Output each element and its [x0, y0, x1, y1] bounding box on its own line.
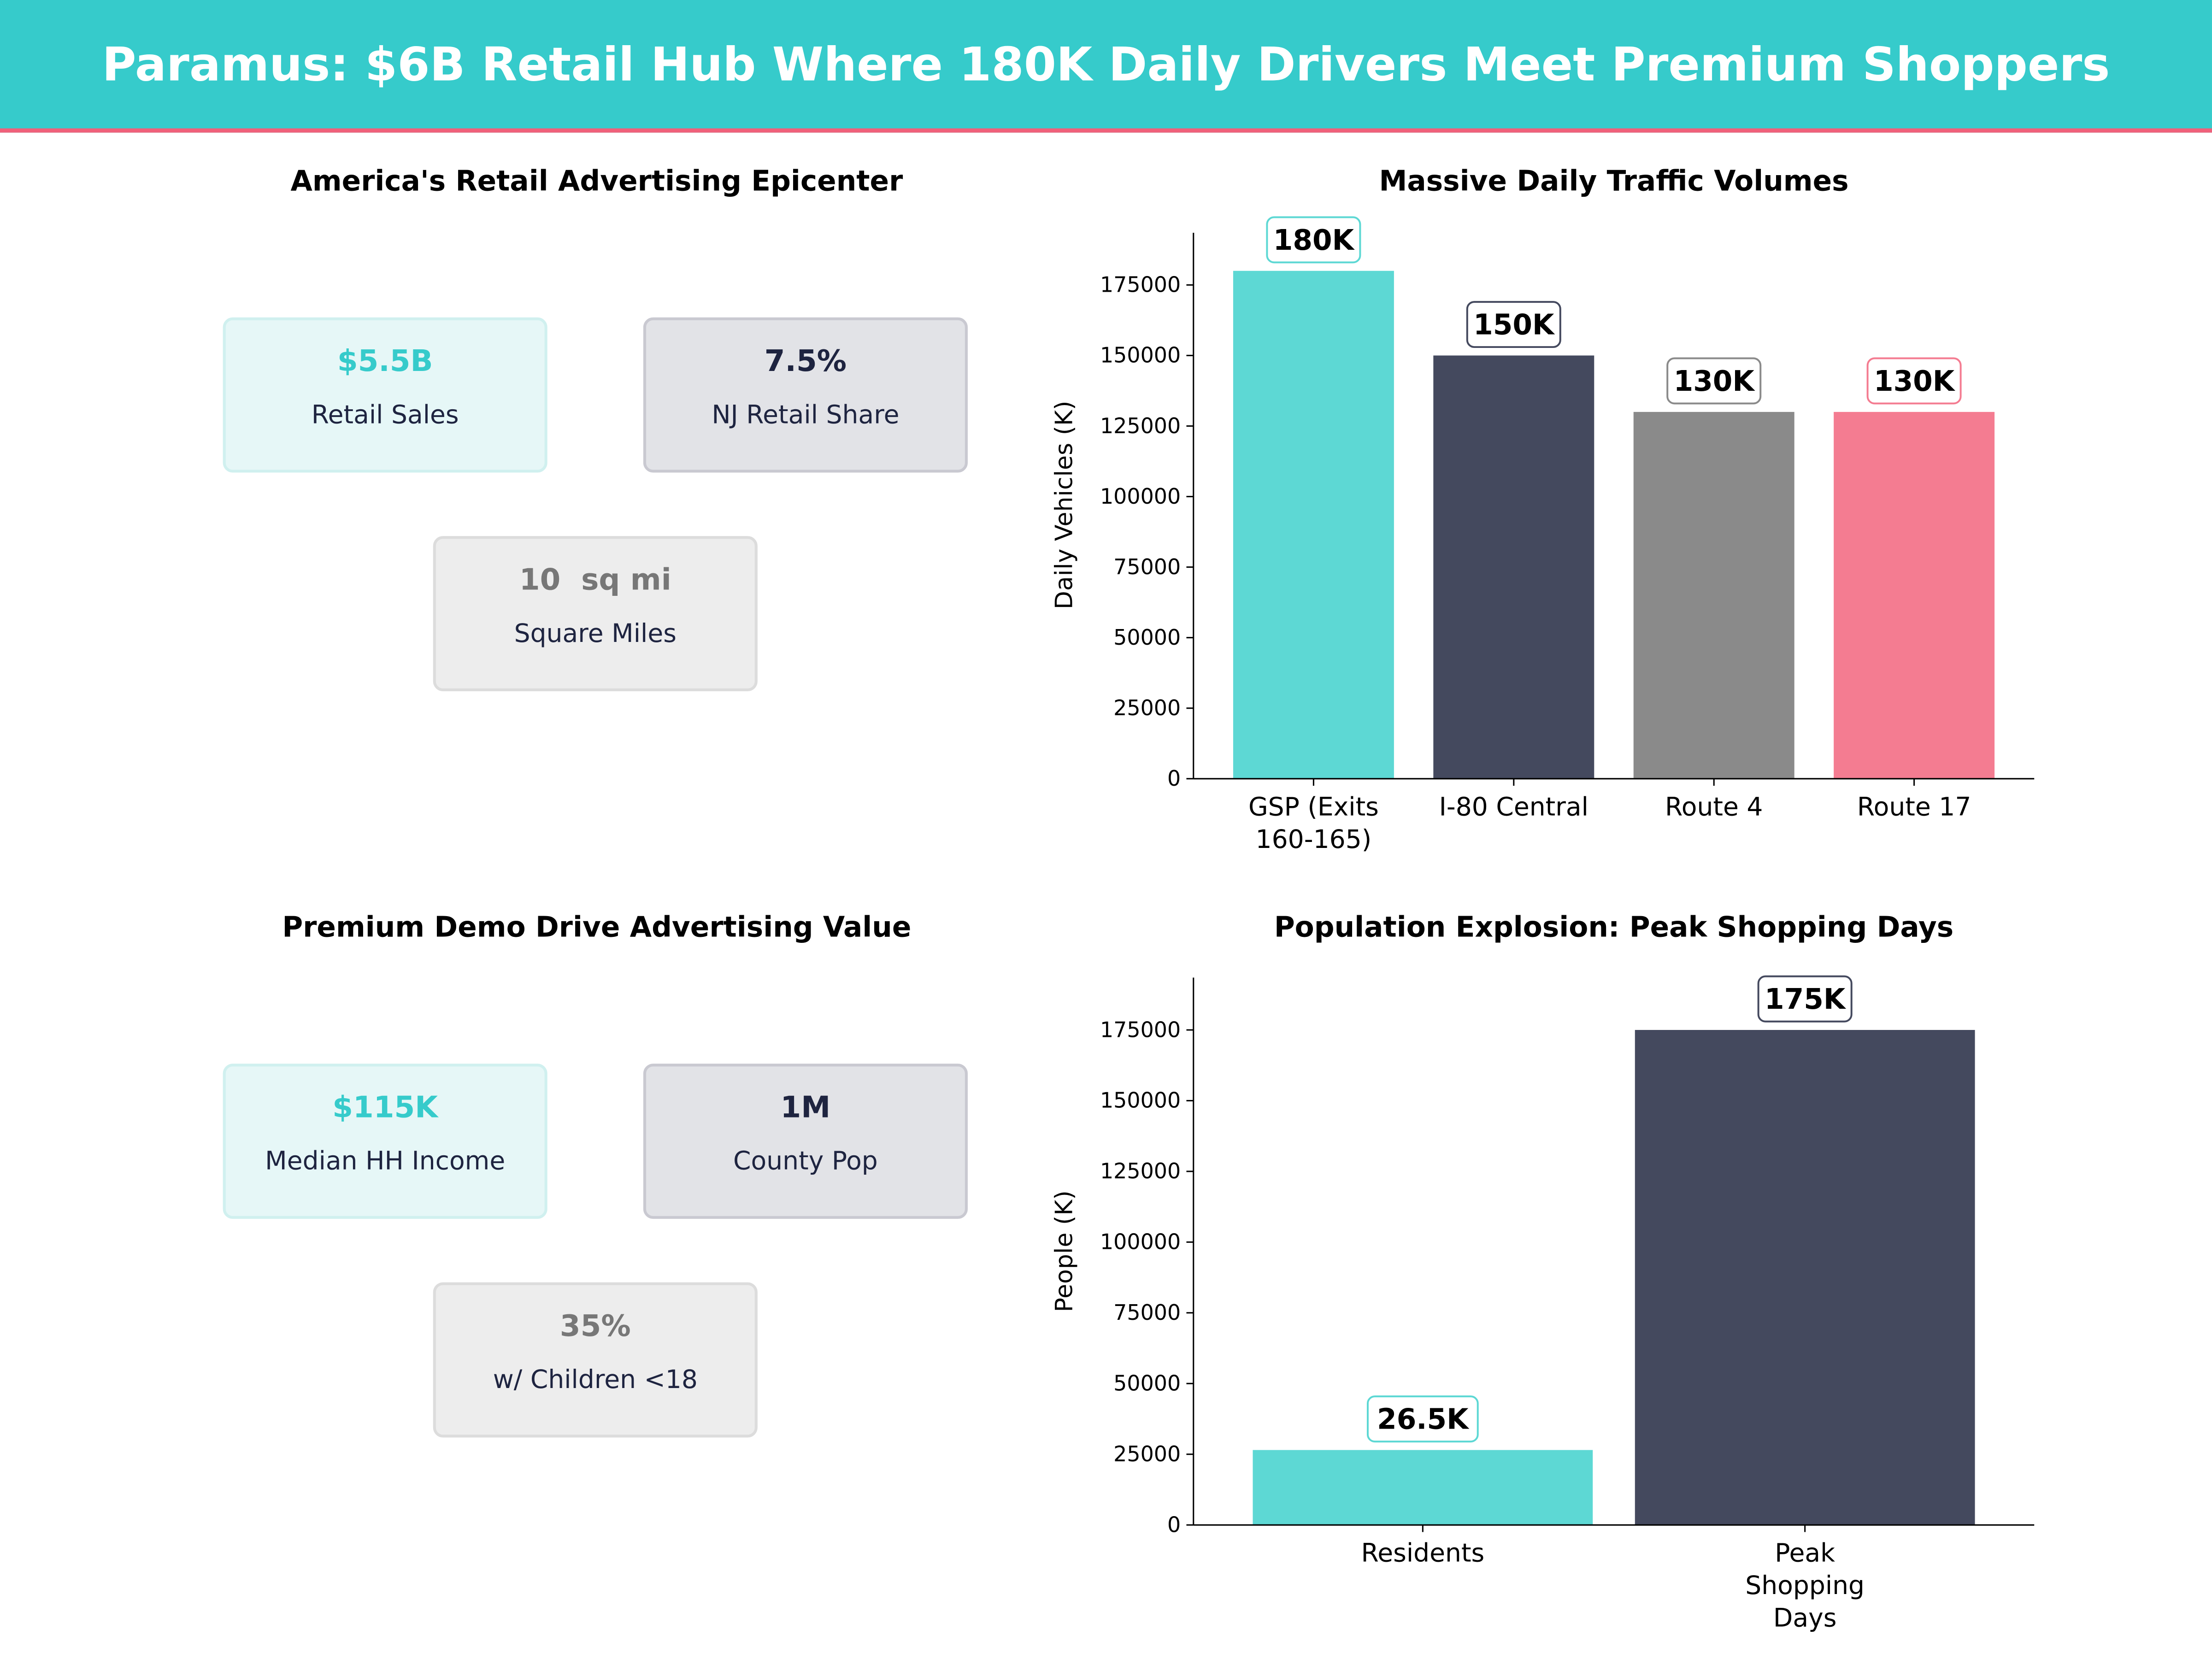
bar	[1433, 355, 1594, 779]
data-label-box	[1466, 301, 1561, 348]
stat-value: 10 sq mi	[519, 563, 671, 597]
chart-title-population: Population Explosion: Peak Shopping Days	[1274, 910, 1954, 944]
y-tick-label: 50000	[1113, 625, 1181, 650]
y-tick-label: 25000	[1113, 695, 1181, 720]
x-tick-label: Shopping	[1745, 1571, 1865, 1600]
data-label-box	[1666, 357, 1762, 405]
panel-title-demo: Premium Demo Drive Advertising Value	[282, 910, 912, 944]
stat-value: 1M	[780, 1090, 831, 1124]
stat-value: $5.5B	[337, 344, 433, 378]
stat-label: Square Miles	[514, 619, 677, 649]
stat-label: Median HH Income	[265, 1147, 506, 1177]
y-axis-label: Daily Vehicles (K)	[1051, 401, 1078, 610]
y-tick-label: 25000	[1113, 1441, 1181, 1466]
y-tick-label: 100000	[1100, 484, 1181, 509]
data-label: 180K	[1273, 224, 1355, 257]
stat-label: Retail Sales	[311, 400, 459, 430]
stat-label: County Pop	[733, 1147, 878, 1177]
data-label-box	[1366, 1395, 1479, 1443]
page-title: Paramus: $6B Retail Hub Where 180K Daily…	[102, 36, 2110, 92]
y-tick-label: 150000	[1100, 343, 1181, 368]
data-label: 26.5K	[1377, 1403, 1470, 1436]
x-tick-label: Days	[1773, 1603, 1836, 1633]
data-label-box	[1266, 216, 1361, 264]
x-tick-label: Peak	[1775, 1538, 1835, 1568]
stat-label: w/ Children <18	[493, 1365, 698, 1395]
chart-title-traffic: Massive Daily Traffic Volumes	[1379, 164, 1849, 198]
stat-card-county-pop: 1M County Pop	[643, 1064, 968, 1219]
y-tick-label: 175000	[1100, 272, 1181, 297]
stat-label: NJ Retail Share	[712, 400, 900, 430]
stat-card-retail-sales: $5.5B Retail Sales	[223, 317, 547, 473]
y-tick-label: 75000	[1113, 554, 1181, 579]
x-tick-label: Route 4	[1665, 792, 1763, 821]
y-tick-label: 75000	[1113, 1300, 1181, 1325]
y-tick-label: 175000	[1100, 1017, 1181, 1042]
bar	[1834, 412, 1995, 779]
y-axis-label: People (K)	[1051, 1190, 1078, 1312]
y-tick-label: 150000	[1100, 1088, 1181, 1113]
data-label: 130K	[1674, 365, 1756, 398]
panel-title-retail: America's Retail Advertising Epicenter	[290, 164, 903, 198]
y-tick-label: 0	[1167, 766, 1181, 791]
y-tick-label: 125000	[1100, 1159, 1181, 1183]
data-label-box	[1866, 357, 1962, 405]
y-tick-label: 0	[1167, 1512, 1181, 1537]
stat-card-nj-share: 7.5% NJ Retail Share	[643, 317, 968, 473]
stat-card-income: $115K Median HH Income	[223, 1064, 547, 1219]
data-label: 175K	[1765, 983, 1847, 1016]
bar	[1233, 271, 1394, 779]
bar	[1635, 1030, 1975, 1525]
stat-value: 35%	[559, 1309, 631, 1343]
x-tick-label: GSP (Exits	[1248, 792, 1379, 821]
bar	[1633, 412, 1794, 779]
stat-card-square-miles: 10 sq mi Square Miles	[433, 536, 758, 691]
y-tick-label: 125000	[1100, 413, 1181, 438]
stat-value: 7.5%	[764, 344, 847, 378]
x-tick-label: Residents	[1361, 1538, 1484, 1568]
y-tick-label: 100000	[1100, 1230, 1181, 1254]
bar	[1253, 1450, 1593, 1525]
stat-value: $115K	[332, 1090, 438, 1124]
header-banner: Paramus: $6B Retail Hub Where 180K Daily…	[0, 0, 2212, 133]
x-tick-label: I-80 Central	[1439, 792, 1588, 821]
data-label: 150K	[1473, 309, 1555, 341]
y-tick-label: 50000	[1113, 1371, 1181, 1396]
data-label-box	[1757, 975, 1853, 1023]
stat-card-children: 35% w/ Children <18	[433, 1282, 758, 1438]
x-tick-label: Route 17	[1857, 792, 1971, 821]
chart-1: 26.5K Residents 175K Peak Shopping Days 0 25000…	[1051, 975, 2035, 1633]
chart-0: 180K GSP (Exits 160-165) 150K I-80 Central 13…	[1051, 216, 2035, 854]
x-tick-label: 160-165)	[1256, 824, 1372, 854]
data-label: 130K	[1874, 365, 1956, 398]
